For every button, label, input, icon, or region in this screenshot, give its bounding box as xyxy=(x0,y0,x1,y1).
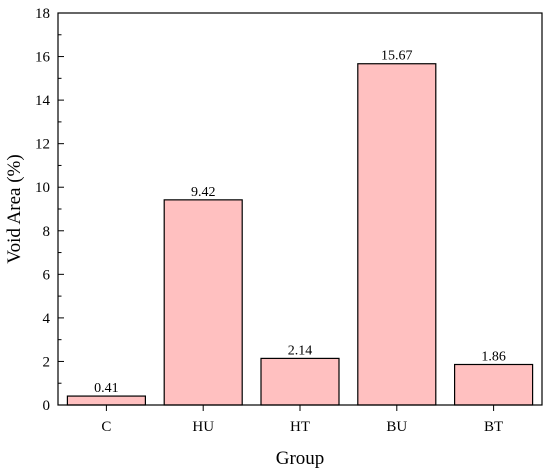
y-tick-label: 16 xyxy=(35,50,51,66)
x-tick-label-ht: HT xyxy=(290,419,310,435)
y-axis-title: Void Area (%) xyxy=(4,154,25,263)
y-tick-label: 2 xyxy=(43,354,51,370)
y-tick-label: 12 xyxy=(35,137,50,153)
x-tick-label-c: C xyxy=(101,419,111,435)
y-tick-label: 18 xyxy=(35,6,50,22)
data-label-bu: 15.67 xyxy=(381,49,413,64)
data-label-hu: 9.42 xyxy=(191,185,216,200)
bar-c xyxy=(66,395,147,406)
y-tick-label: 0 xyxy=(43,398,51,414)
y-tick-label: 10 xyxy=(35,180,50,196)
plot-area: 0 2 4 6 8 10 12 14 16 18 0.41 C 9.42 HU 2.14 HT 15.67 BU 1… xyxy=(35,6,534,435)
data-label-c: 0.41 xyxy=(94,381,119,396)
data-label-ht: 2.14 xyxy=(288,343,313,358)
x-tick-label-hu: HU xyxy=(192,419,214,435)
bar-ht xyxy=(260,357,340,406)
x-tick-label-bt: BT xyxy=(484,419,503,435)
y-tick-label: 8 xyxy=(43,224,51,240)
y-tick-label: 14 xyxy=(35,93,51,109)
bar-bt xyxy=(454,363,534,406)
x-tick-label-bu: BU xyxy=(386,419,407,435)
bar-bu xyxy=(357,63,437,406)
y-tick-label: 6 xyxy=(43,267,51,283)
data-label-bt: 1.86 xyxy=(481,349,506,364)
x-axis-title: Group xyxy=(276,448,325,469)
y-tick-label: 4 xyxy=(43,311,51,327)
plot-frame xyxy=(57,12,543,406)
bar-hu xyxy=(163,199,243,406)
